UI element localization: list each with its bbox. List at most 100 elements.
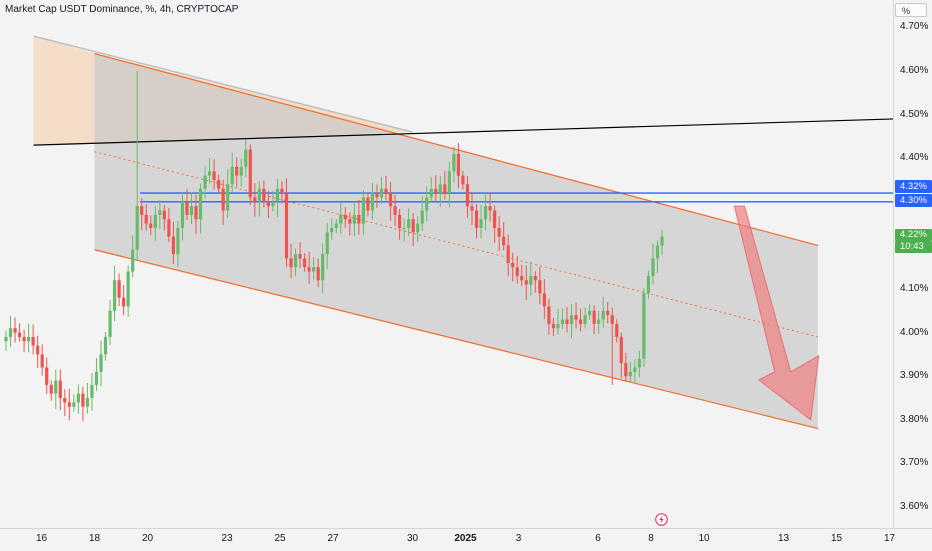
candle-body	[398, 214, 402, 228]
candle-body	[316, 267, 320, 281]
candle-body	[54, 380, 58, 394]
y-tick-label: 4.50%	[900, 108, 929, 120]
x-tick-label: 13	[777, 533, 790, 544]
candle-body	[533, 275, 537, 281]
candle-body	[207, 171, 212, 176]
y-tick-label: 3.60%	[900, 501, 929, 512]
candle-body	[646, 275, 651, 294]
candle-body	[379, 188, 384, 198]
candle-body	[524, 280, 528, 285]
candle-body	[217, 180, 221, 189]
candle-body	[601, 310, 605, 320]
candle-body	[198, 188, 203, 220]
y-tick-label: 4.00%	[900, 326, 929, 338]
candle-body	[610, 315, 614, 324]
candle-body	[456, 153, 461, 176]
candle-body	[588, 310, 592, 316]
candle-body	[384, 188, 388, 194]
unit-toggle-button[interactable]: %	[895, 3, 927, 17]
candle-body	[221, 188, 225, 211]
candle-body	[81, 393, 85, 407]
x-tick-label: 23	[221, 533, 233, 544]
candle-body	[425, 197, 429, 211]
y-tick-label: 3.80%	[900, 413, 929, 425]
candle-body	[361, 197, 366, 224]
candle-body	[479, 219, 483, 228]
candle-body	[153, 214, 157, 228]
x-tick-label: 20	[141, 533, 154, 544]
candle-body	[131, 249, 135, 272]
x-tick-label: 25	[274, 533, 286, 544]
candle-body	[642, 293, 646, 359]
x-tick-label: 17	[883, 533, 896, 544]
candle-body	[63, 398, 67, 403]
candle-body	[239, 166, 243, 176]
candle-body	[343, 214, 347, 220]
candle-body	[302, 258, 307, 268]
level-lower-badge: 4.30%	[895, 194, 932, 207]
candle-body	[624, 363, 628, 377]
candle-body	[452, 153, 456, 172]
candle-body	[17, 332, 22, 337]
candle-body	[140, 206, 144, 215]
x-tick-label: 30	[406, 533, 419, 544]
candle-body	[660, 236, 664, 246]
channel-fill	[94, 53, 818, 429]
candle-body	[628, 371, 632, 377]
candle-body	[474, 210, 479, 228]
y-tick-label: 3.70%	[900, 457, 929, 469]
candle-body	[325, 232, 329, 255]
candle-body	[126, 271, 130, 307]
candle-body	[348, 219, 352, 224]
x-tick-label: 15	[830, 533, 843, 544]
candle-body	[235, 166, 239, 176]
candle-body	[226, 184, 230, 211]
candle-body	[158, 210, 162, 215]
x-tick-label: 16	[35, 533, 48, 544]
candle-body	[529, 275, 533, 285]
candle-body	[253, 197, 257, 202]
candle-body	[22, 336, 26, 342]
candle-body	[36, 345, 40, 355]
resistance-zone-edge	[33, 35, 413, 133]
lightning-icon[interactable]	[655, 513, 668, 526]
candle-body	[592, 310, 596, 324]
candle-body	[493, 210, 497, 228]
price-axis[interactable]	[893, 0, 932, 528]
candle-body	[416, 223, 420, 233]
bar-countdown-badge: 10:43	[895, 241, 932, 253]
candle-body	[194, 206, 198, 220]
candle-body	[619, 336, 623, 364]
candle-body	[72, 402, 76, 407]
channel-lower-line	[94, 249, 819, 430]
candle-body	[506, 245, 510, 263]
time-axis[interactable]	[0, 528, 932, 551]
candle-body	[502, 236, 506, 246]
candle-body	[4, 336, 8, 342]
candle-body	[578, 319, 583, 324]
y-tick-label: 4.70%	[900, 21, 929, 33]
candle-body	[280, 188, 284, 194]
candle-body	[574, 315, 578, 320]
candle-body	[615, 323, 619, 337]
candle-body	[180, 201, 185, 228]
candle-body	[167, 219, 171, 237]
x-tick-label: 3	[515, 533, 522, 544]
y-tick-label: 4.40%	[900, 152, 929, 164]
candle-body	[393, 206, 397, 215]
candle-body	[321, 254, 325, 281]
candle-body	[117, 280, 121, 298]
candle-body	[407, 219, 411, 228]
candle-body	[370, 193, 375, 211]
candle-body	[8, 328, 13, 337]
candle-body	[262, 188, 266, 202]
candle-body	[483, 206, 488, 220]
candle-body	[388, 193, 393, 207]
candle-body	[352, 214, 356, 224]
candle-body	[103, 336, 108, 355]
candle-body	[99, 354, 103, 372]
candle-body	[298, 254, 302, 259]
candle-body	[108, 310, 112, 337]
